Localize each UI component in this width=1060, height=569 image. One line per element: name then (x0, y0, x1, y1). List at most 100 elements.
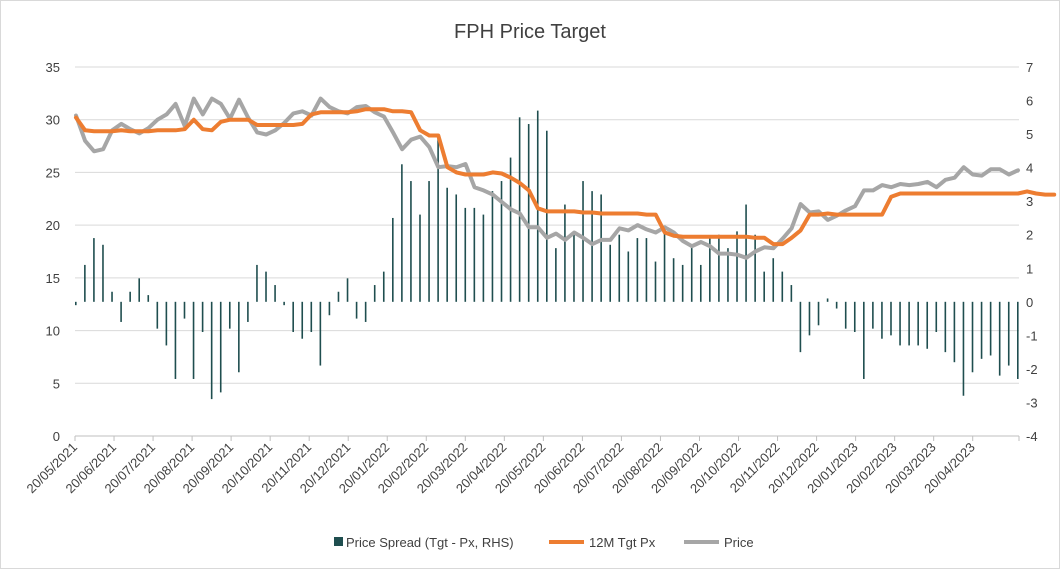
spread-bar (201, 301, 204, 333)
spread-bar (301, 301, 304, 339)
right-tick-label: 1 (1026, 261, 1033, 276)
left-tick-label: 5 (53, 376, 60, 391)
spread-bar (790, 285, 793, 302)
right-tick-label: 5 (1026, 127, 1033, 142)
spread-bar (998, 301, 1001, 376)
spread-bar (500, 181, 503, 302)
spread-bar (1007, 301, 1010, 366)
spread-bar (102, 244, 104, 302)
spread-bar (156, 301, 159, 329)
spread-bar (890, 301, 892, 336)
spread-bar (672, 258, 675, 302)
spread-bar (464, 207, 467, 302)
spread-bar (165, 301, 168, 346)
spread-bar (84, 264, 86, 302)
spread-bar (654, 261, 657, 302)
right-tick-label: 0 (1026, 295, 1033, 310)
spread-bar (419, 214, 421, 302)
spread-bar (527, 124, 530, 302)
spread-bar (428, 181, 430, 302)
left-tick-label: 15 (46, 271, 60, 286)
spread-bar (899, 301, 901, 346)
spread-bar (736, 231, 738, 302)
left-tick-label: 20 (46, 218, 60, 233)
spread-bar (174, 301, 177, 379)
spread-bar (392, 217, 394, 302)
spread-bar (111, 291, 113, 302)
spread-bar (473, 207, 476, 302)
spread-bar (799, 301, 802, 353)
spread-bar (183, 301, 186, 319)
spread-bar (265, 271, 267, 302)
right-tick-label: 3 (1026, 194, 1033, 209)
spread-bar (926, 301, 929, 349)
spread-bar (944, 301, 947, 353)
spread-bar (410, 181, 412, 302)
spread-bar (573, 231, 575, 302)
spread-bar (754, 234, 756, 302)
left-tick-label: 0 (53, 429, 60, 444)
spread-bar (210, 301, 213, 400)
spread-bar (228, 301, 231, 329)
spread-bar (618, 234, 621, 302)
spread-bar (491, 191, 494, 302)
spread-bar (355, 301, 358, 319)
spread-bar (591, 191, 593, 302)
spread-bar (446, 187, 448, 302)
spread-bar (727, 248, 729, 302)
spread-bar (863, 301, 865, 379)
spread-bar (636, 238, 639, 302)
legend-swatch-spread (334, 537, 343, 546)
price-lines (74, 96, 1057, 260)
right-tick-label: 4 (1026, 161, 1033, 176)
legend-label-target: 12M Tgt Px (589, 535, 656, 550)
spread-bar (401, 164, 403, 302)
spread-bar (917, 301, 919, 346)
spread-bar (364, 301, 367, 322)
spread-bar (663, 231, 666, 302)
spread-bar (971, 301, 974, 373)
spread-bar (681, 264, 684, 302)
right-tick-label: 2 (1026, 228, 1033, 243)
right-tick-label: -2 (1026, 362, 1038, 377)
spread-bar (319, 301, 322, 366)
spread-bar (935, 301, 938, 333)
spread-bar (872, 301, 874, 329)
spread-bar (881, 301, 883, 339)
right-tick-label: -3 (1026, 395, 1038, 410)
legend-label-price: Price (724, 535, 754, 550)
spread-bar (627, 251, 630, 302)
spread-bar (709, 238, 711, 302)
spread-bar (953, 301, 956, 363)
spread-bar (373, 285, 376, 302)
spread-bar (962, 301, 965, 396)
spread-bar (826, 298, 829, 302)
spread-bar (247, 301, 249, 322)
spread-bar (772, 258, 775, 302)
spread-bar (844, 301, 847, 329)
spread-bar (455, 194, 458, 302)
spread-bar (292, 301, 294, 333)
spread-bar (138, 278, 141, 302)
price-line (74, 96, 1020, 260)
spread-bar (129, 291, 131, 302)
spread-bars (75, 110, 1019, 400)
spread-bar (989, 301, 992, 356)
spread-bar (346, 278, 349, 302)
right-tick-label: -1 (1026, 328, 1038, 343)
spread-bar (192, 301, 195, 379)
legend-label-spread: Price Spread (Tgt - Px, RHS) (346, 535, 514, 550)
spread-bar (337, 291, 340, 302)
spread-bar (555, 248, 557, 302)
spread-bar (283, 301, 285, 306)
spread-bar (482, 214, 485, 302)
spread-bar (382, 271, 385, 302)
right-tick-label: 7 (1026, 60, 1033, 75)
spread-bar (310, 301, 313, 333)
spread-bar (853, 301, 856, 333)
left-tick-label: 30 (46, 113, 60, 128)
spread-bar (745, 204, 747, 302)
spread-bar (328, 301, 331, 316)
right-tick-label: 6 (1026, 94, 1033, 109)
